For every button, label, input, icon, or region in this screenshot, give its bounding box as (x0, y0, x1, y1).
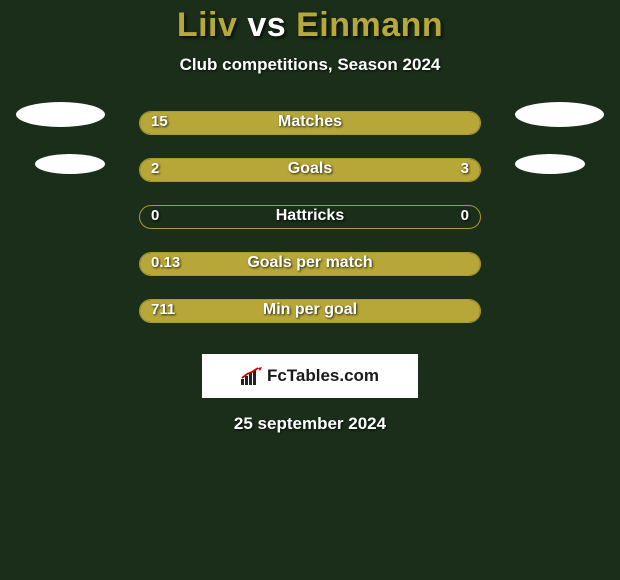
stats-area: Matches15 Goals23 Hattricks00 Goals per mat… (0, 111, 620, 346)
stat-bar-track (139, 111, 481, 135)
stat-row: Goals23 (0, 158, 620, 184)
stat-bar-track (139, 205, 481, 229)
stat-bar-fill (140, 112, 480, 134)
subtitle: Club competitions, Season 2024 (180, 55, 441, 75)
fctables-logo-icon (241, 367, 263, 385)
stat-row: Hattricks00 (0, 205, 620, 231)
stat-bar-fill (140, 253, 480, 275)
stat-bar-fill-right (276, 159, 480, 181)
stat-row: Goals per match0.13 (0, 252, 620, 278)
stat-row: Matches15 (0, 111, 620, 137)
stat-row: Min per goal711 (0, 299, 620, 325)
date-text: 25 september 2024 (234, 414, 386, 434)
stat-bar-fill (140, 300, 480, 322)
stat-bar-track (139, 158, 481, 182)
player1-name: Liiv (177, 6, 238, 44)
logo-text: FcTables.com (267, 366, 379, 386)
logo-box[interactable]: FcTables.com (202, 354, 418, 398)
comparison-card: Liiv vs Einmann Club competitions, Seaso… (0, 0, 620, 434)
player2-name: Einmann (296, 6, 443, 44)
page-title: Liiv vs Einmann (177, 6, 443, 45)
vs-separator: vs (237, 6, 296, 44)
stat-bar-track (139, 299, 481, 323)
stat-bar-fill-left (140, 159, 276, 181)
stat-bar-track (139, 252, 481, 276)
